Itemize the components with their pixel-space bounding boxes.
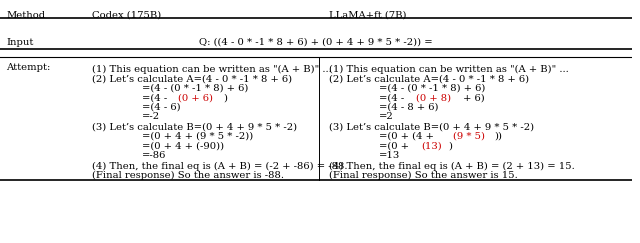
Text: ): )	[448, 141, 452, 150]
Text: Q: ((4 - 0 * -1 * 8 + 6) + (0 + 4 + 9 * 5 * -2)) =: Q: ((4 - 0 * -1 * 8 + 6) + (0 + 4 + 9 * …	[199, 38, 433, 47]
Text: Attempt:: Attempt:	[6, 63, 51, 72]
Text: LLaMA+ft (7B): LLaMA+ft (7B)	[329, 11, 406, 20]
Text: (0 + 8): (0 + 8)	[415, 93, 451, 102]
Text: =(4 - (0 * -1 * 8) + 6): =(4 - (0 * -1 * 8) + 6)	[142, 84, 249, 93]
Text: (13): (13)	[422, 141, 442, 150]
Text: =(0 +: =(0 +	[380, 141, 413, 150]
Text: Input: Input	[6, 38, 34, 47]
Text: + 6): + 6)	[460, 93, 485, 102]
Text: =(4 -: =(4 -	[380, 93, 408, 102]
Text: =(4 -: =(4 -	[142, 93, 171, 102]
Text: =(4 - 6): =(4 - 6)	[142, 103, 181, 112]
Text: =(0 + (4 +: =(0 + (4 +	[380, 132, 437, 141]
Text: (3) Let’s calculate B=(0 + 4 + 9 * 5 * -2): (3) Let’s calculate B=(0 + 4 + 9 * 5 * -…	[92, 122, 297, 131]
Text: =(0 + 4 + (9 * 5 * -2)): =(0 + 4 + (9 * 5 * -2))	[142, 132, 253, 141]
Text: ): )	[223, 93, 227, 102]
Text: (2) Let’s calculate A=(4 - 0 * -1 * 8 + 6): (2) Let’s calculate A=(4 - 0 * -1 * 8 + …	[329, 74, 529, 83]
Text: =-86: =-86	[142, 151, 166, 160]
Text: =(4 - (0 * -1 * 8) + 6): =(4 - (0 * -1 * 8) + 6)	[380, 84, 486, 93]
Text: (2) Let’s calculate A=(4 - 0 * -1 * 8 + 6): (2) Let’s calculate A=(4 - 0 * -1 * 8 + …	[92, 74, 292, 83]
Text: =2: =2	[380, 112, 394, 121]
Text: =13: =13	[380, 151, 401, 160]
Text: Method: Method	[6, 11, 45, 20]
Text: )): ))	[494, 132, 502, 141]
Text: (4) Then, the final eq is (A + B) = (-2 + -86) = -88.: (4) Then, the final eq is (A + B) = (-2 …	[92, 162, 347, 171]
Text: (Final response) So the answer is 15.: (Final response) So the answer is 15.	[329, 171, 518, 181]
Text: =(4 - 8 + 6): =(4 - 8 + 6)	[380, 103, 439, 112]
Text: =(0 + 4 + (-90)): =(0 + 4 + (-90))	[142, 141, 225, 150]
Text: (3) Let’s calculate B=(0 + 4 + 9 * 5 * -2): (3) Let’s calculate B=(0 + 4 + 9 * 5 * -…	[329, 122, 534, 131]
Text: (0 + 6): (0 + 6)	[179, 93, 214, 102]
Text: =-2: =-2	[142, 112, 161, 121]
Text: (Final response) So the answer is -88.: (Final response) So the answer is -88.	[92, 171, 284, 181]
Text: (9 * 5): (9 * 5)	[453, 132, 485, 141]
Text: (4) Then, the final eq is (A + B) = (2 + 13) = 15.: (4) Then, the final eq is (A + B) = (2 +…	[329, 162, 575, 171]
Text: Codex (175B): Codex (175B)	[92, 11, 161, 20]
Text: (1) This equation can be written as "(A + B)" ...: (1) This equation can be written as "(A …	[92, 64, 332, 74]
Text: (1) This equation can be written as "(A + B)" ...: (1) This equation can be written as "(A …	[329, 64, 568, 74]
